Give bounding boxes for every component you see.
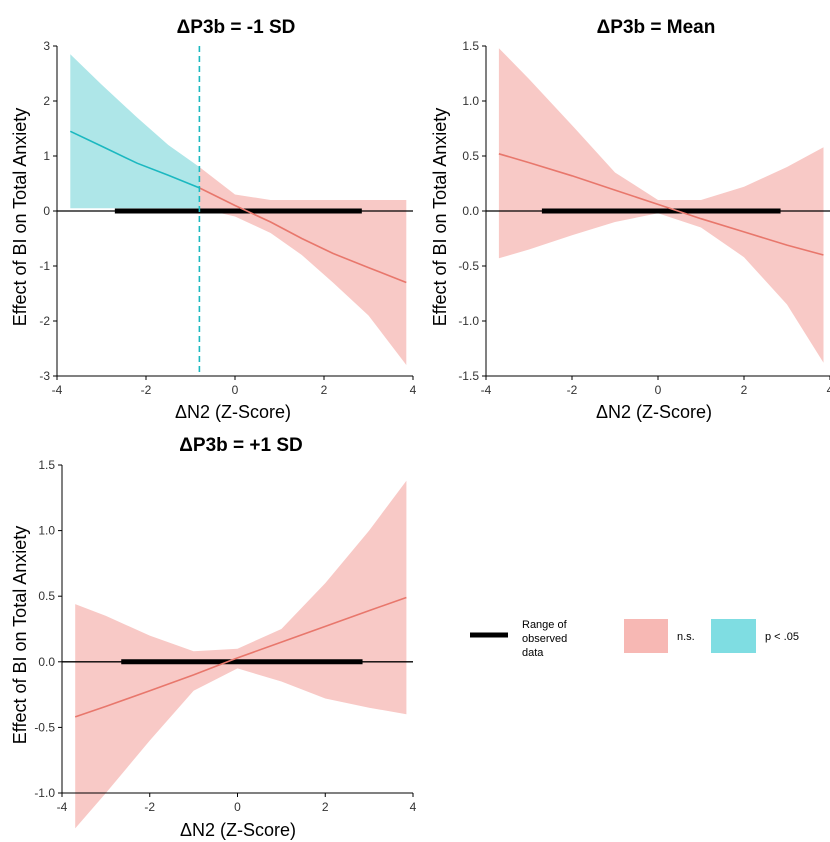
x-tick-label: -2	[141, 383, 152, 397]
y-tick-label: 1.0	[38, 524, 55, 538]
panel-title: ΔP3b = +1 SD	[179, 435, 303, 456]
x-tick-label: 0	[232, 383, 239, 397]
x-tick-label: 4	[827, 383, 830, 397]
x-tick-label: -4	[481, 383, 492, 397]
effect-line-ns	[199, 187, 407, 284]
x-tick-label: 0	[655, 383, 662, 397]
y-tick-label: -3	[39, 369, 50, 383]
y-tick-label: 1.5	[38, 458, 55, 472]
x-tick-label: 4	[410, 383, 417, 397]
y-tick-label: 1.5	[462, 39, 479, 53]
x-axis-label: ΔN2 (Z-Score)	[175, 402, 291, 422]
legend-range-label: Range of observed data	[522, 619, 570, 659]
legend: Range of observed data n.s. p < .05	[470, 619, 799, 659]
y-tick-label: 0.5	[462, 149, 479, 163]
legend-sig-label: p < .05	[765, 631, 799, 643]
y-tick-label: -1	[39, 259, 50, 273]
plot-area: -4 -2 0 2 4 -3 -2 -1 0 1 2 3	[39, 39, 416, 397]
y-tick-label: 3	[43, 39, 50, 53]
y-tick-label: 0.0	[38, 655, 55, 669]
y-tick-label: -0.5	[458, 259, 479, 273]
effect-line-significant	[69, 130, 200, 189]
legend-ns-swatch	[624, 619, 668, 653]
x-tick-label: 4	[410, 800, 417, 814]
y-tick-label: 0.5	[38, 589, 55, 603]
y-tick-label: 1.0	[462, 94, 479, 108]
y-tick-label: 0.0	[462, 204, 479, 218]
panel-title: ΔP3b = -1 SD	[177, 17, 296, 38]
x-tick-label: -4	[52, 383, 63, 397]
ci-band-significant	[70, 54, 200, 209]
x-tick-label: -2	[144, 800, 155, 814]
y-tick-label: -2	[39, 314, 50, 328]
x-tick-label: 2	[741, 383, 748, 397]
x-tick-label: 2	[322, 800, 329, 814]
y-axis-label: Effect of BI on Total Anxiety	[10, 526, 30, 744]
effect-line-ns	[74, 596, 407, 718]
legend-sig-swatch	[711, 619, 756, 653]
panel-title: ΔP3b = Mean	[597, 17, 716, 38]
panel-minus-1-sd: ΔP3b = -1 SD -4 -2 0 2 4 -3 -2 -1 0 1 2 3 ΔN2 (Z-Sc…	[10, 17, 417, 422]
ci-band-ns	[75, 480, 407, 829]
y-tick-label: 0	[43, 204, 50, 218]
y-tick-label: 1	[43, 149, 50, 163]
x-axis-label: ΔN2 (Z-Score)	[596, 402, 712, 422]
effect-line-ns	[498, 153, 824, 256]
x-tick-label: 0	[234, 800, 241, 814]
plot-area: -4 -2 0 2 4 -1.5 -1.0 -0.5 0.0 0.5 1.0 1.5	[458, 39, 830, 397]
ci-band-ns	[199, 167, 407, 365]
y-axis-label: Effect of BI on Total Anxiety	[10, 108, 30, 326]
legend-ns-label: n.s.	[677, 631, 695, 643]
plot-area: -4 -2 0 2 4 -1.0 -0.5 0.0 0.5 1.0 1.5	[34, 458, 417, 829]
y-tick-label: -1.0	[34, 786, 55, 800]
x-axis-label: ΔN2 (Z-Score)	[180, 820, 296, 840]
x-tick-label: -4	[57, 800, 68, 814]
panel-mean: ΔP3b = Mean -4 -2 0 2 4 -1.5 -1.0 -0.5 0.0 0.5 1.0…	[430, 17, 830, 422]
y-tick-label: -1.5	[458, 369, 479, 383]
x-tick-label: -2	[567, 383, 578, 397]
panel-plus-1-sd: ΔP3b = +1 SD -4 -2 0 2 4 -1.0 -0.5 0.0 0.5 1.0 1.5…	[10, 435, 417, 840]
y-axis-label: Effect of BI on Total Anxiety	[430, 108, 450, 326]
y-tick-label: 2	[43, 94, 50, 108]
y-tick-label: -1.0	[458, 314, 479, 328]
y-tick-label: -0.5	[34, 720, 55, 734]
x-tick-label: 2	[321, 383, 328, 397]
